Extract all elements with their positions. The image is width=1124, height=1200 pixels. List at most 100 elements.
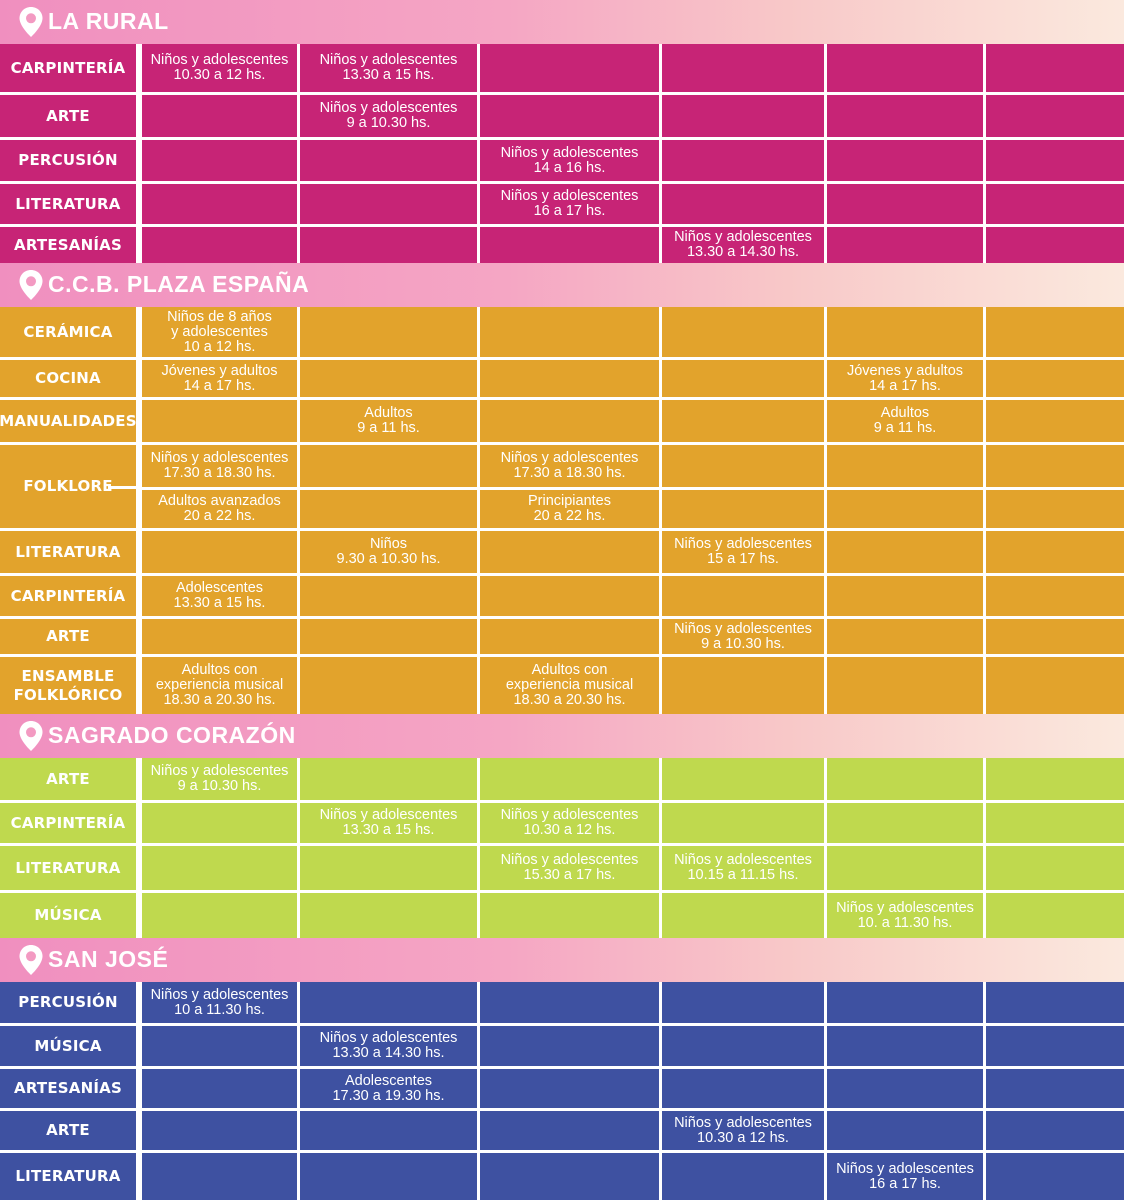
schedule-cell — [662, 184, 824, 224]
activity-label-text: MÚSICA — [34, 906, 102, 924]
activity-label-text: MANUALIDADES — [0, 411, 137, 430]
schedule-cell — [142, 1069, 297, 1108]
schedule-cell — [300, 227, 477, 263]
activity-label: CARPINTERÍA — [0, 803, 136, 843]
schedule-cell — [480, 95, 659, 137]
schedule-cell — [986, 445, 1124, 487]
schedule-cell-text: Adultos 9 a 11 hs. — [873, 405, 937, 436]
schedule-cell — [480, 1153, 659, 1200]
schedule-cell — [662, 576, 824, 616]
schedule-cell: Niños y adolescentes 13.30 a 14.30 hs. — [300, 1026, 477, 1066]
schedule-cell — [827, 95, 983, 137]
schedule-cell: Adultos con experiencia musical 18.30 a … — [142, 657, 297, 714]
schedule-cell: Niños y adolescentes 15.30 a 17 hs. — [480, 846, 659, 890]
schedule-cell — [142, 803, 297, 843]
section-header: SAGRADO CORAZÓN — [0, 714, 1124, 758]
schedule-cell-text: Jóvenes y adultos 14 a 17 hs. — [846, 362, 964, 394]
schedule-cell — [300, 307, 477, 357]
schedule-cell: Niños y adolescentes 9 a 10.30 hs. — [300, 95, 477, 137]
schedule-cell — [300, 184, 477, 224]
schedule-cell — [827, 803, 983, 843]
schedule-cell-text: Niños y adolescentes 9 a 10.30 hs. — [319, 100, 458, 131]
schedule-cell — [300, 576, 477, 616]
schedule-cell — [986, 657, 1124, 714]
location-pin-icon — [17, 944, 45, 976]
activity-label-text: ARTE — [46, 1121, 90, 1139]
schedule-cell — [827, 619, 983, 654]
schedule-cell: Niños y adolescentes 10.30 a 12 hs. — [480, 803, 659, 843]
activity-label: ARTE — [0, 619, 136, 654]
activity-label-text: ARTE — [46, 627, 90, 645]
schedule-cell — [662, 490, 824, 528]
schedule-cell — [480, 1111, 659, 1150]
schedule-cell — [662, 44, 824, 92]
activity-label: COCINA — [0, 360, 136, 397]
schedule-cell — [300, 657, 477, 714]
schedule-cell — [300, 360, 477, 397]
schedule-cell — [986, 846, 1124, 890]
schedule-cell — [142, 1026, 297, 1066]
schedule-cell: Niños y adolescentes 9 a 10.30 hs. — [142, 758, 297, 800]
activity-label: ARTE — [0, 758, 136, 800]
location-pin-icon — [17, 6, 45, 38]
schedule-cell — [827, 531, 983, 573]
schedule-cell — [986, 531, 1124, 573]
schedule-cell-text: Niños y adolescentes 17.30 a 18.30 hs. — [500, 450, 639, 481]
schedule-cell — [986, 360, 1124, 397]
schedule-cell — [480, 531, 659, 573]
schedule-cell-text: Niños de 8 años y adolescentes 10 a 12 h… — [167, 308, 272, 355]
schedule-cell — [986, 1069, 1124, 1108]
schedule-cell — [986, 490, 1124, 528]
schedule-cell — [827, 184, 983, 224]
schedule-cell — [986, 619, 1124, 654]
schedule-cell — [986, 227, 1124, 263]
schedule-cell — [662, 657, 824, 714]
schedule-cell — [480, 360, 659, 397]
schedule-cell — [827, 227, 983, 263]
schedule-cell — [300, 1111, 477, 1150]
schedule-cell — [480, 1026, 659, 1066]
section-title: LA RURAL — [48, 8, 169, 34]
schedule-cell — [300, 1153, 477, 1200]
schedule-cell: Niños y adolescentes 15 a 17 hs. — [662, 531, 824, 573]
schedule-cell: Adolescentes 17.30 a 19.30 hs. — [300, 1069, 477, 1108]
schedule-cell-text: Niños y adolescentes 10.30 a 12 hs. — [674, 1114, 812, 1146]
section-header: SAN JOSÉ — [0, 938, 1124, 982]
schedule-cell: Jóvenes y adultos 14 a 17 hs. — [142, 360, 297, 397]
schedule-cell — [480, 307, 659, 357]
schedule-cell — [827, 445, 983, 487]
activity-label: CARPINTERÍA — [0, 44, 136, 92]
activity-label-text: ENSAMBLE FOLKLÓRICO — [13, 666, 123, 704]
schedule-cell-text: Niños y adolescentes 10.30 a 12 hs. — [150, 52, 289, 83]
activity-label-text: LITERATURA — [15, 194, 121, 213]
schedule-cell — [827, 44, 983, 92]
schedule-cell: Adultos 9 a 11 hs. — [300, 400, 477, 442]
schedule-cell: Niños y adolescentes 9 a 10.30 hs. — [662, 619, 824, 654]
schedule-cell-text: Niños y adolescentes 13.30 a 15 hs. — [319, 52, 458, 83]
schedule-cell — [827, 758, 983, 800]
activity-label-text: CARPINTERÍA — [10, 813, 126, 832]
schedule-cell — [827, 576, 983, 616]
activity-label: PERCUSIÓN — [0, 140, 136, 181]
schedule-cell — [986, 140, 1124, 181]
schedule-cell: Adultos avanzados 20 a 22 hs. — [142, 490, 297, 528]
activity-label: LITERATURA — [0, 846, 136, 890]
schedule-cell — [662, 982, 824, 1023]
section-header: C.C.B. PLAZA ESPAÑA — [0, 263, 1124, 307]
schedule-cell — [480, 619, 659, 654]
schedule-cell-text: Adolescentes 17.30 a 19.30 hs. — [332, 1072, 445, 1104]
schedule-cell — [662, 758, 824, 800]
location-pin-icon — [17, 269, 45, 301]
schedule-cell — [827, 140, 983, 181]
schedule-cell-text: Niños y adolescentes 10 a 11.30 hs. — [150, 986, 289, 1018]
schedule-cell — [662, 140, 824, 181]
schedule-cell — [827, 1026, 983, 1066]
schedule-cell-text: Niños y adolescentes 16 a 17 hs. — [500, 188, 639, 219]
schedule-cell — [827, 307, 983, 357]
schedule-cell-text: Adultos con experiencia musical 18.30 a … — [505, 662, 634, 708]
activity-label-text: CARPINTERÍA — [10, 586, 126, 605]
schedule-cell — [300, 982, 477, 1023]
schedule-cell — [662, 893, 824, 938]
schedule-cell: Niños y adolescentes 17.30 a 18.30 hs. — [142, 445, 297, 487]
schedule-cell-text: Niños y adolescentes 15.30 a 17 hs. — [500, 852, 639, 883]
